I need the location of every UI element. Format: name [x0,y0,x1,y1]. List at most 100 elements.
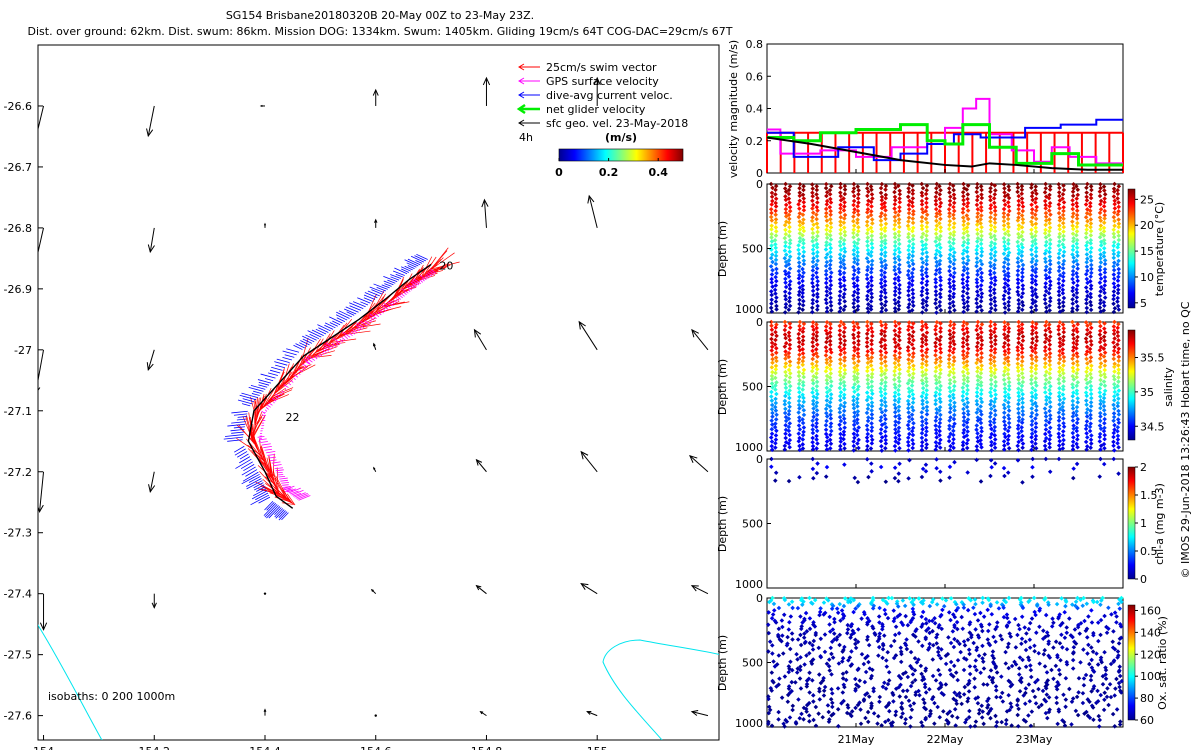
geo-vector-head [374,218,378,223]
gps-vector [292,492,302,497]
gps-vector [382,308,387,312]
dac-vector [253,488,267,497]
map-ytick-label: -27.4 [4,588,32,601]
geo-vector [372,88,379,106]
gps-vector [298,372,301,375]
section-point [815,278,820,284]
gps-vector [401,288,409,294]
section-point [824,293,830,298]
geo-vector [148,471,156,493]
gps-vector [413,278,422,285]
geo-vector [373,466,377,472]
colorbar-tick-label: 10 [1140,271,1154,284]
gps-vector [289,490,299,495]
dac-vector [264,500,274,511]
gps-vector [291,489,304,496]
swim-vector [338,324,348,338]
dac-vector [274,508,284,518]
dac-vector [346,311,355,316]
dac-vector [245,469,258,477]
section-point [814,270,819,276]
dac-vector [255,492,269,501]
section-point [815,286,820,292]
dac-vector [404,259,419,267]
map-ytick-label: -27 [14,344,32,357]
section-point [824,305,830,311]
section-point [769,297,774,302]
velocity-ytick-label: 0.4 [746,103,764,116]
gps-vector [368,316,375,321]
geo-vector [374,218,378,228]
section-point [842,291,847,297]
swim-vector [276,467,279,491]
dac-vector [231,431,245,434]
dac-vector [363,294,376,300]
dac-vector [241,392,258,399]
section-point [810,268,816,273]
dac-vector [282,357,293,361]
gps-vector [271,398,277,402]
swim-vector [394,289,410,297]
dac-vector [239,453,249,460]
section-point [774,303,779,309]
dac-vector [410,255,425,263]
gps-vector [430,269,437,274]
geo-vector-shaft [580,451,598,473]
velocity-series-line [766,136,1123,171]
dac-vector [338,310,353,318]
swim-vector [260,446,267,467]
dac-vector [268,506,281,519]
geo-vector-shaft [474,329,487,351]
section-point [811,255,816,261]
gps-vector [412,280,420,286]
dac-vector [407,258,421,266]
colorbar-tick-label: 35 [1140,386,1154,399]
dac-vector [278,510,286,518]
gps-vector [283,486,291,488]
gps-vector [273,464,282,467]
dac-vector [401,266,411,272]
section-point [841,257,846,263]
section-point [824,259,830,265]
section-point [828,278,833,284]
swim-vector [281,502,295,505]
gps-vector [381,304,389,310]
geo-vector-head [593,76,601,86]
geo-vector [39,593,48,631]
dac-vector [349,302,364,309]
dac-vector [241,466,256,476]
gps-vector [294,374,299,378]
gps-vector [305,356,313,363]
geo-vector [580,583,598,595]
dac-vector [336,317,345,322]
section-point [786,258,792,263]
colorbar-tick-label: 1 [1140,517,1147,530]
section-point [801,298,806,304]
gps-vector [324,344,332,351]
dac-vector [302,335,315,343]
dac-vector [253,482,264,489]
section-point [842,304,848,309]
geo-vector-head [580,583,589,590]
gps-vector [275,469,284,472]
dac-vector [246,480,263,490]
section-point [773,291,778,296]
dac-vector [367,290,380,297]
geo-vector-head [372,88,379,96]
swim-vector [264,476,276,485]
dac-vector [293,344,303,350]
section-point [800,283,806,288]
geo-vector [263,708,267,716]
geo-vector-shaft [38,227,45,255]
swim-vector [322,336,331,348]
geo-vector [370,588,377,595]
dac-vector [369,286,385,293]
swim-vector [250,396,257,420]
gps-vector [339,338,344,343]
isobath-1000m-east [602,639,719,740]
gps-vector [280,393,283,396]
